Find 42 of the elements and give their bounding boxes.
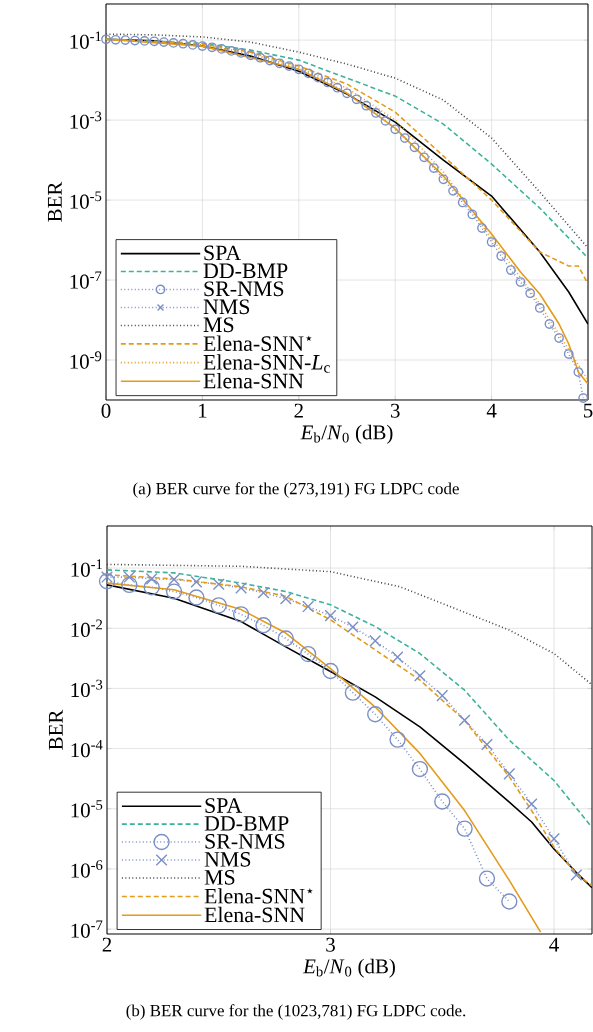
legend-label: Elena-SNN$^{⋆}$ bbox=[203, 335, 312, 351]
x-tick-label: 0 bbox=[101, 403, 111, 418]
legend-label: NMS bbox=[204, 852, 251, 867]
x-tick-label: 4 bbox=[549, 937, 559, 952]
legend-label: Elena-SNN bbox=[203, 372, 304, 389]
legend-label: SPA bbox=[205, 798, 243, 813]
legend-label: SR-NMS bbox=[205, 834, 285, 849]
y-tick-label: 10$^{-4}$ bbox=[71, 739, 103, 758]
legend-label: DD-BMP bbox=[204, 816, 289, 831]
y-tick-label: 10$^{-7}$ bbox=[71, 920, 103, 938]
y-tick-label: 10$^{-5}$ bbox=[71, 800, 103, 818]
x-tick-label: 3 bbox=[390, 403, 400, 418]
legend-label: SPA bbox=[204, 245, 242, 261]
legend-label: NMS bbox=[203, 299, 250, 315]
x-tick-label: 1 bbox=[199, 403, 207, 418]
y-tick-label: 10$^{-3}$ bbox=[71, 679, 103, 698]
x-axis-title: E$_{b}$/N$_{0}$ (dB) bbox=[302, 958, 395, 978]
x-tick-label: 4 bbox=[486, 403, 497, 418]
legend-label: Elena-SNN-L$_{c}$ bbox=[203, 354, 330, 373]
x-tick-label: 2 bbox=[294, 403, 303, 418]
x-tick-label: 5 bbox=[583, 403, 593, 418]
y-tick-label: 10$^{-1}$ bbox=[70, 31, 101, 49]
y-tick-label: 10$^{-3}$ bbox=[70, 111, 102, 129]
y-tick-label: 10$^{-9}$ bbox=[70, 351, 102, 369]
legend-label: MS bbox=[204, 870, 235, 885]
legend-label: DD-BMP bbox=[203, 263, 288, 278]
text: (b) BER curve for the (1023,781) FG LDPC code. bbox=[126, 1004, 466, 1020]
y-tick-label: 10$^{-7}$ bbox=[70, 271, 102, 289]
x-axis-title: E$_{b}$/N$_{0}$ (dB) bbox=[300, 424, 393, 444]
x-tick-label: 2 bbox=[102, 937, 112, 952]
legend-label: Elena-SNN bbox=[204, 906, 305, 923]
y-axis-title: BER bbox=[47, 181, 62, 222]
y-tick-label: 10$^{-2}$ bbox=[71, 619, 103, 637]
text: (a) BER curve for the (273,191) FG LDPC code bbox=[133, 482, 459, 498]
y-tick-label: 10$^{-6}$ bbox=[71, 860, 103, 878]
y-tick-label: 10$^{-1}$ bbox=[71, 559, 102, 577]
legend-label: Elena-SNN$^{⋆}$ bbox=[204, 888, 313, 904]
x-tick-label: 3 bbox=[326, 937, 335, 952]
legend-label: MS bbox=[203, 317, 234, 333]
y-tick-label: 10$^{-5}$ bbox=[70, 191, 102, 209]
legend-label: SR-NMS bbox=[204, 281, 284, 297]
y-axis-title: BER bbox=[48, 709, 63, 750]
